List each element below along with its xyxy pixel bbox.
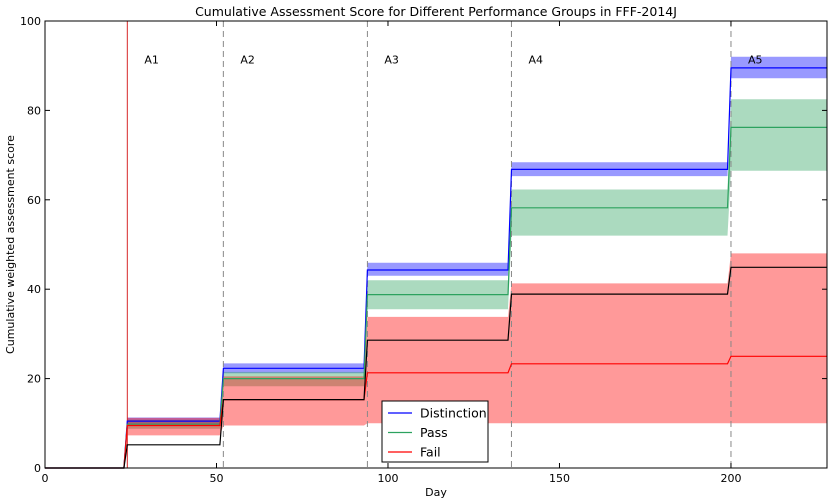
assessment-label-a5: A5 (748, 53, 763, 66)
y-tick-label: 20 (27, 373, 41, 386)
band-pass (45, 99, 827, 468)
x-tick-label: 100 (377, 472, 398, 485)
legend: Distinction Pass Fail (381, 400, 489, 463)
x-axis: 0 50 100 150 200 (42, 21, 741, 485)
assessment-label-a4: A4 (528, 53, 543, 66)
band-fail (45, 253, 827, 468)
x-axis-title: Day (425, 486, 447, 499)
plot-frame (44, 20, 828, 469)
band-distinction (45, 56, 827, 469)
line-fail (45, 355, 827, 469)
y-tick-label: 40 (27, 283, 41, 296)
x-tick-label: 0 (42, 472, 49, 485)
legend-label-pass: Pass (420, 425, 448, 440)
series-lines (45, 67, 827, 469)
assessment-label-a1: A1 (144, 53, 159, 66)
x-tick-label: 50 (209, 472, 223, 485)
y-axis-title: Cumulative weighted assessment score (4, 135, 17, 354)
y-tick-label: 80 (27, 104, 41, 117)
y-tick-label: 60 (27, 194, 41, 207)
y-axis: 0 20 40 60 80 100 (20, 15, 827, 475)
assessment-labels: A1 A2 A3 A4 A5 (144, 53, 762, 66)
x-tick-label: 200 (720, 472, 741, 485)
legend-label-fail: Fail (420, 445, 441, 460)
x-tick-label: 150 (549, 472, 570, 485)
confidence-bands (45, 56, 827, 469)
assessment-label-a2: A2 (240, 53, 255, 66)
assessment-label-a3: A3 (384, 53, 399, 66)
y-tick-label: 100 (20, 15, 41, 28)
line-series-4 (45, 266, 827, 469)
chart-title: Cumulative Assessment Score for Differen… (195, 4, 677, 19)
legend-label-distinction: Distinction (420, 406, 487, 421)
assessment-markers (126, 21, 732, 468)
y-tick-label: 0 (34, 462, 41, 475)
